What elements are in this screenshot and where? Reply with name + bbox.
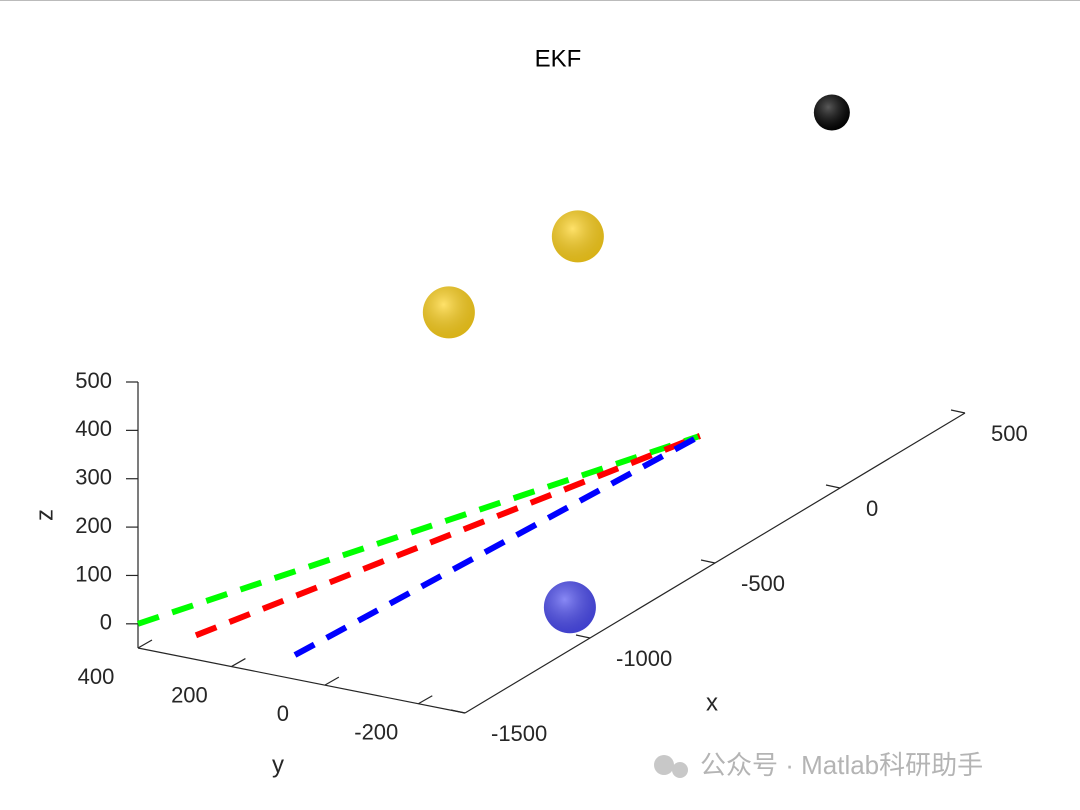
z-tick-label: 0 <box>100 610 112 635</box>
z-tick-label: 300 <box>75 465 112 490</box>
z-tick-label: 200 <box>75 513 112 538</box>
dashed-line <box>137 433 701 627</box>
x-axis-label: x <box>706 689 718 716</box>
z-tick-label: 500 <box>75 368 112 393</box>
watermark-icon <box>672 762 688 778</box>
watermark-group: 公众号 · Matlab科研助手 <box>654 750 983 780</box>
y-tick-label: 400 <box>78 664 115 689</box>
y-axis <box>137 647 466 714</box>
y-tick <box>417 695 433 705</box>
sphere <box>551 210 604 263</box>
x-tick <box>700 559 716 564</box>
sphere <box>422 286 475 339</box>
y-tick-label: 0 <box>277 701 289 726</box>
y-tick <box>231 658 246 668</box>
z-tick-label: 100 <box>75 561 112 586</box>
x-tick-label: -1500 <box>491 721 547 746</box>
sphere <box>543 581 596 634</box>
y-tick-label: 200 <box>171 682 208 707</box>
x-tick <box>575 634 591 639</box>
x-tick-label: 0 <box>866 496 878 521</box>
x-tick-label: -500 <box>741 571 785 596</box>
y-tick-label: -200 <box>354 720 398 745</box>
x-tick-label: 500 <box>991 421 1028 446</box>
x-tick <box>450 709 466 714</box>
watermark: 公众号 · Matlab科研助手 <box>700 750 983 780</box>
y-tick <box>137 639 153 649</box>
x-tick <box>950 409 966 414</box>
x-tick <box>825 484 841 489</box>
dashed-line <box>194 433 701 639</box>
dashed-line <box>293 433 702 658</box>
x-tick-label: -1000 <box>616 646 672 671</box>
y-tick <box>324 676 340 686</box>
z-axis-label: z <box>31 509 58 521</box>
sphere <box>813 94 850 131</box>
watermark-icon <box>654 755 674 775</box>
chart-title: EKF <box>535 45 582 72</box>
y-axis-label: y <box>272 751 284 778</box>
z-tick-label: 400 <box>75 416 112 441</box>
